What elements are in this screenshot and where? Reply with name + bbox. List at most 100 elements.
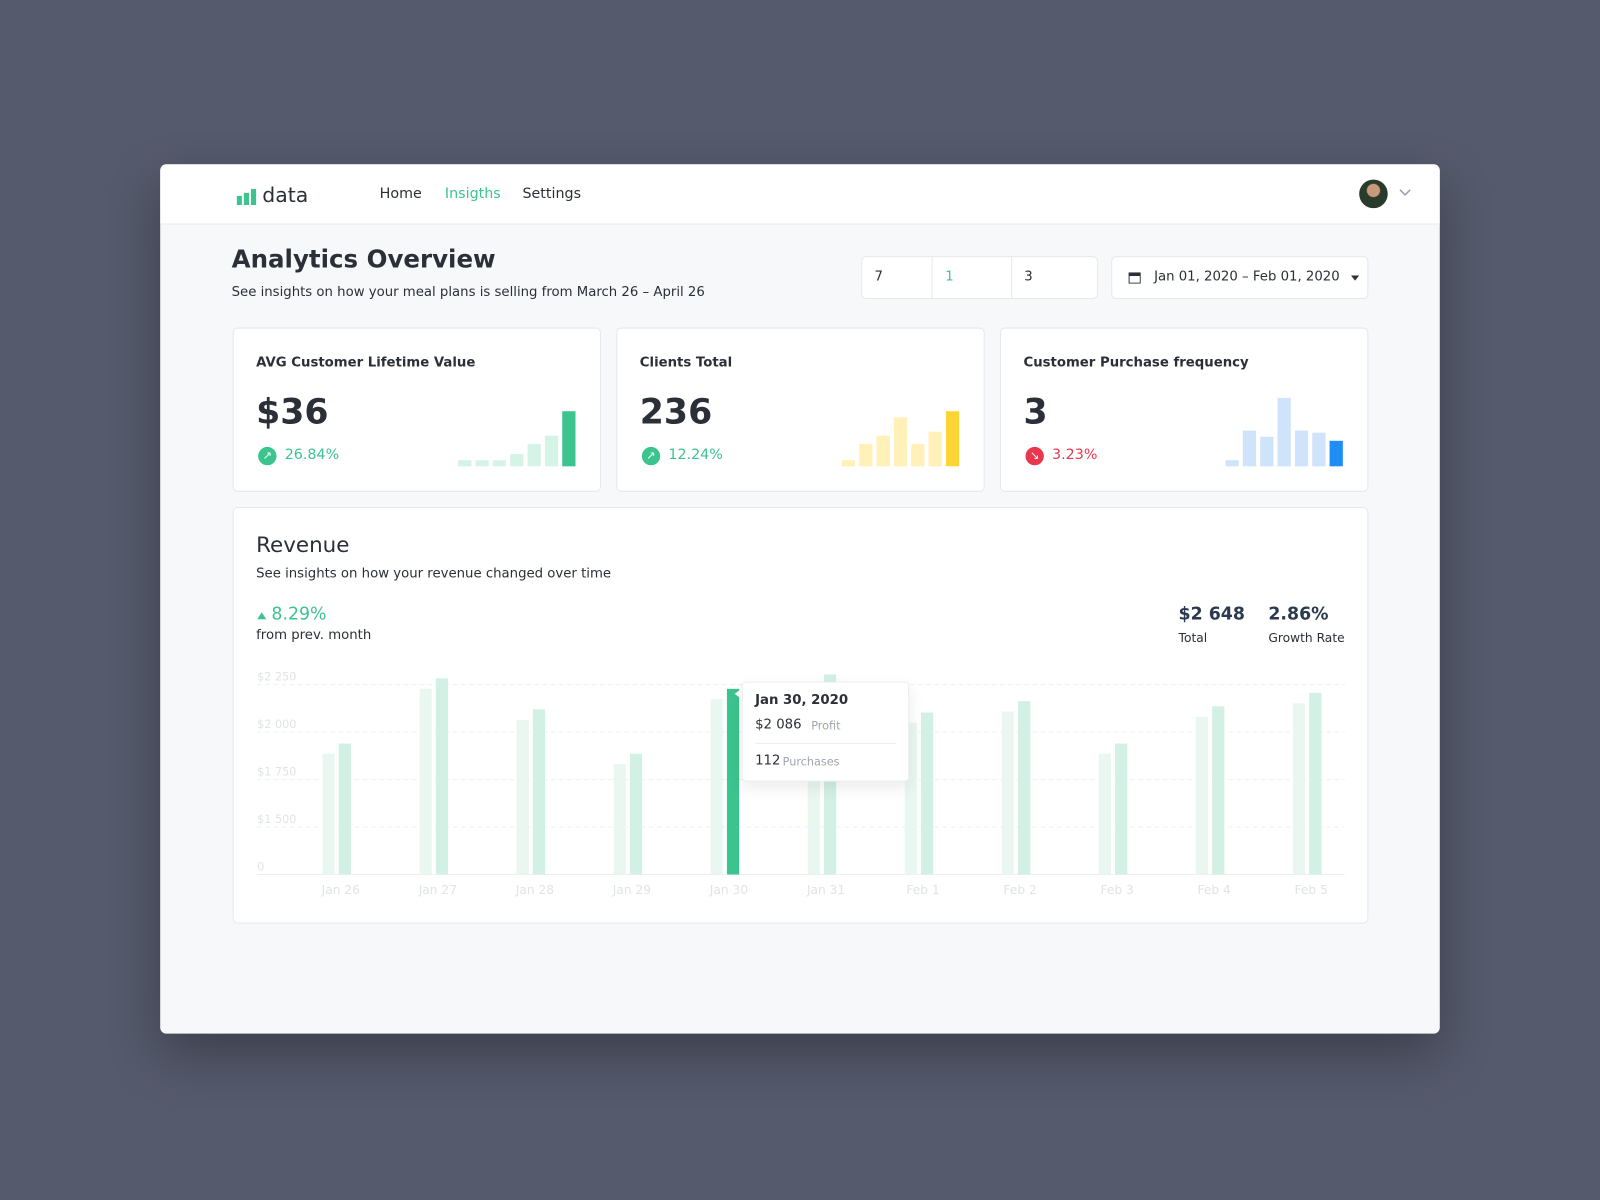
y-tick-label: 0	[257, 860, 264, 873]
bar	[1212, 706, 1225, 875]
bar	[629, 753, 643, 875]
bar	[516, 719, 529, 875]
bar	[1309, 692, 1322, 875]
range-tabs: 7 Days1 Month 3 Months	[861, 256, 1098, 299]
spark-bar	[1242, 430, 1257, 467]
logo-text[interactable]: data	[262, 182, 309, 208]
trend-icon: ↗	[258, 446, 277, 466]
x-tick-label: Feb 1	[906, 883, 939, 897]
y-tick-label: $1 500	[257, 813, 296, 826]
kpi-title: Clients Total	[639, 355, 733, 371]
tooltip-date: Jan 30, 2020	[755, 692, 849, 709]
page-subtitle: See insights on how your meal plans is s…	[231, 284, 705, 300]
spark-bar	[945, 411, 960, 467]
spark-bar	[1312, 432, 1326, 467]
x-tick-label: Feb 2	[1003, 883, 1036, 897]
tooltip: Jan 30, 2020 $2 086 Profit 112 Purchases	[741, 681, 910, 782]
trend-icon: ↘	[1025, 446, 1044, 466]
spark-bar	[475, 460, 489, 467]
y-tick-label: $2 000	[257, 718, 296, 731]
x-tick-label: Jan 31	[806, 883, 845, 897]
bar	[1195, 716, 1209, 875]
revenue-change-note: from prev. month	[256, 627, 372, 643]
tooltip-divider	[755, 742, 896, 744]
spark-bar	[841, 460, 856, 467]
page-title: Analytics Overview	[231, 244, 496, 274]
date-picker[interactable]: Jan 01, 2020 – Feb 01, 2020	[1111, 256, 1369, 299]
nav-link[interactable]: Insigths	[444, 185, 501, 203]
spark-bar	[458, 460, 472, 467]
spark-bar	[527, 443, 541, 467]
bar	[419, 688, 432, 875]
kpi-change: 3.23%	[1052, 446, 1098, 464]
x-tick-label: Feb 5	[1295, 883, 1328, 897]
bar	[1001, 711, 1014, 875]
x-tick-label: Jan 27	[418, 883, 457, 897]
spark-bar	[1277, 397, 1291, 467]
date-range: Jan 01, 2020 – Feb 01, 2020	[1154, 269, 1340, 285]
up-triangle	[257, 612, 267, 620]
kpi-change: 12.24%	[668, 446, 723, 464]
kpi-title: AVG Customer Lifetime Value	[256, 355, 476, 371]
avatar[interactable]	[1359, 179, 1388, 209]
bar	[710, 699, 723, 875]
kpi-value: $36	[256, 391, 329, 433]
revenue-total-label: Total	[1178, 630, 1208, 645]
revenue-title: Revenue	[256, 532, 350, 558]
y-tick-label: $1 750	[257, 766, 296, 779]
revenue-subtitle: See insights on how your revenue changed…	[256, 566, 612, 582]
range-tab[interactable]: 1 Month	[933, 257, 1013, 298]
logo-icon	[236, 188, 257, 206]
spark-bar	[544, 435, 559, 467]
range-tab[interactable]: 7 Days	[862, 257, 933, 298]
chevron[interactable]	[1399, 189, 1411, 197]
tooltip-arrow	[734, 687, 743, 700]
spark-bar	[1329, 440, 1343, 467]
spark-bar	[1294, 430, 1309, 467]
x-tick-label: Jan 26	[321, 883, 361, 897]
range-tab[interactable]: 3 Months	[1024, 269, 1033, 285]
trend-icon: ↗	[641, 446, 661, 466]
nav-link[interactable]: Home	[379, 185, 422, 203]
revenue-total: $2 648	[1178, 604, 1245, 625]
x-tick-label: Jan 29	[612, 883, 651, 897]
spark-bar	[1225, 460, 1239, 467]
kpi-change: 26.84%	[284, 446, 340, 464]
spark-bar	[928, 431, 942, 467]
spark-bar	[1260, 436, 1274, 467]
bar	[322, 753, 335, 875]
bar	[1115, 743, 1128, 875]
bar	[532, 709, 546, 875]
bar	[338, 743, 352, 875]
spark-bar	[876, 435, 890, 467]
kpi-card: AVG Customer Lifetime Value $36 ↗ 26.84%	[232, 327, 602, 492]
bar	[1018, 701, 1031, 875]
nav-link[interactable]: Settings	[522, 185, 582, 203]
bar	[435, 678, 449, 875]
y-tick-label: $2 250	[257, 671, 296, 684]
revenue-change: 8.29%	[271, 604, 327, 625]
tooltip-profit: $2 086	[755, 717, 802, 733]
x-tick-label: Jan 28	[515, 883, 554, 897]
x-tick-label: Jan 30	[709, 883, 748, 897]
dropdown-arrow	[1351, 275, 1360, 281]
tooltip-purchases: 112	[755, 753, 781, 769]
x-tick-label: Feb 4	[1198, 883, 1232, 897]
bar	[613, 764, 626, 875]
growth-rate: 2.86%	[1268, 604, 1329, 625]
spark-bar	[893, 417, 908, 467]
kpi-title: Customer Purchase frequency	[1023, 355, 1249, 371]
kpi-value: 3	[1023, 391, 1048, 433]
bar	[1292, 703, 1306, 875]
tooltip-profit-label: Profit	[811, 719, 841, 733]
calendar-icon	[1128, 272, 1141, 284]
spark-bar	[562, 411, 576, 467]
kpi-value: 236	[639, 391, 713, 433]
bar	[726, 688, 740, 875]
bar	[1098, 753, 1112, 875]
growth-rate-label: Growth Rate	[1268, 630, 1345, 645]
x-tick-label: Feb 3	[1100, 883, 1133, 897]
spark-bar	[911, 443, 925, 467]
